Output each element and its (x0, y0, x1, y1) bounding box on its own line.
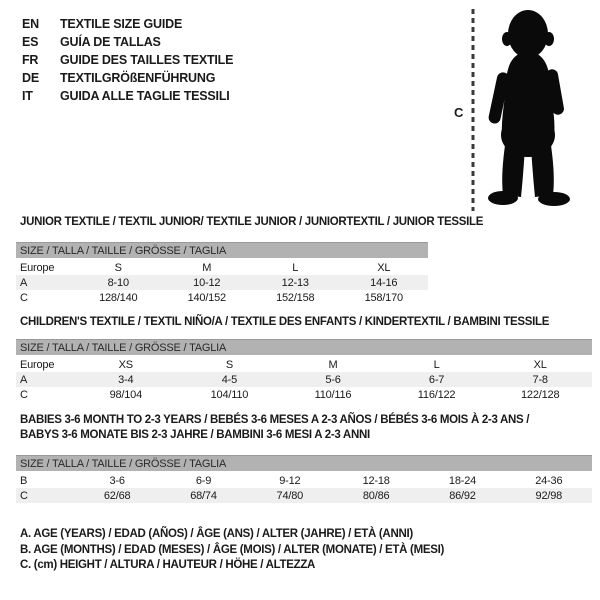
height-measure-label: C (454, 105, 464, 120)
language-row: EN TEXTILE SIZE GUIDE (22, 15, 233, 33)
size-header: SIZE / TALLA / TAILLE / GRÖSSE / TAGLIA (16, 339, 592, 357)
row-label: A (16, 275, 74, 290)
row-label: Europe (20, 261, 55, 274)
babies-title-line2: BABYS 3-6 MONATE BIS 2-3 JAHRE / BAMBINI… (20, 429, 370, 441)
language-code: ES (22, 35, 39, 49)
table-cell: 9-12 (279, 474, 301, 487)
guide-title: GUÍA DE TALLAS (60, 35, 161, 49)
language-row: ES GUÍA DE TALLAS (22, 33, 233, 51)
table-cell: 116/122 (417, 388, 456, 401)
table-row: C 98/104 104/110 110/116 116/122 122/128 (16, 387, 592, 402)
row-label: B (20, 474, 28, 487)
table-cell: 6-7 (384, 372, 489, 387)
table-row: C 128/140 140/152 152/158 158/170 (16, 290, 428, 305)
row-label: A (16, 372, 74, 387)
table-row: Europe S M L XL (16, 259, 428, 275)
table-cell: 14-16 (339, 275, 428, 290)
table-cell: 3-4 (74, 372, 178, 387)
table-row: A 3-4 4-5 5-6 6-7 7-8 (16, 372, 592, 387)
table-cell: 74/80 (246, 488, 333, 503)
size-header: SIZE / TALLA / TAILLE / GRÖSSE / TAGLIA (16, 455, 592, 473)
language-code: EN (22, 17, 39, 31)
table-cell: XL (377, 261, 391, 274)
language-row: FR GUIDE DES TAILLES TEXTILE (22, 51, 233, 69)
table-cell: 104/110 (210, 388, 249, 401)
junior-section-title: JUNIOR TEXTILE / TEXTIL JUNIOR/ TEXTILE … (20, 216, 484, 228)
row-label: C (20, 291, 28, 304)
table-cell: 7-8 (488, 372, 592, 387)
table-cell: 18-24 (448, 474, 477, 487)
row-label: C (20, 388, 28, 401)
language-row: IT GUIDA ALLE TAGLIE TESSILI (22, 87, 233, 105)
guide-title: TEXTILGRÖßENFÜHRUNG (60, 71, 216, 85)
language-code: IT (22, 89, 33, 103)
guide-title: TEXTILE SIZE GUIDE (60, 17, 183, 31)
table-cell: 128/140 (99, 291, 138, 304)
size-header-row: SIZE / TALLA / TAILLE / GRÖSSE / TAGLIA (16, 339, 592, 357)
table-cell: 12-18 (362, 474, 390, 487)
table-cell: 110/116 (314, 388, 352, 401)
table-cell: L (292, 261, 299, 274)
table-cell: 158/170 (364, 291, 404, 304)
table-cell: 98/104 (109, 388, 143, 401)
table-row: B 3-6 6-9 9-12 12-18 18-24 24-36 (16, 472, 592, 488)
row-label: C (16, 488, 74, 503)
babies-size-table: SIZE / TALLA / TAILLE / GRÖSSE / TAGLIA … (16, 455, 592, 503)
guide-title: GUIDA ALLE TAGLIE TESSILI (60, 89, 230, 103)
children-size-table: SIZE / TALLA / TAILLE / GRÖSSE / TAGLIA … (16, 339, 592, 402)
size-header: SIZE / TALLA / TAILLE / GRÖSSE / TAGLIA (16, 242, 428, 260)
table-cell: 92/98 (505, 488, 592, 503)
table-cell: 4-5 (177, 372, 282, 387)
table-cell: 140/152 (187, 291, 227, 304)
table-cell: S (225, 358, 233, 371)
children-section-title: CHILDREN'S TEXTILE / TEXTIL NIÑO/A / TEX… (20, 316, 550, 328)
table-cell: 3-6 (109, 474, 126, 487)
table-cell: 86/92 (419, 488, 506, 503)
row-label: Europe (20, 358, 55, 371)
footnote-b: B. AGE (MONTHS) / EDAD (MESES) / ÂGE (MO… (20, 543, 445, 556)
size-header-row: SIZE / TALLA / TAILLE / GRÖSSE / TAGLIA (16, 455, 592, 473)
table-row: C 62/68 68/74 74/80 80/86 86/92 92/98 (16, 488, 592, 503)
size-header-row: SIZE / TALLA / TAILLE / GRÖSSE / TAGLIA (16, 242, 428, 260)
table-row: A 8-10 10-12 12-13 14-16 (16, 275, 428, 290)
table-cell: XL (533, 358, 547, 371)
babies-section-title: BABIES 3-6 MONTH TO 2-3 YEARS / BEBÉS 3-… (20, 413, 530, 443)
table-row: Europe XS S M L XL (16, 356, 592, 372)
table-cell: M (202, 261, 212, 274)
table-cell: 10-12 (162, 275, 251, 290)
table-cell: L (433, 358, 440, 371)
table-cell: 80/86 (332, 488, 420, 503)
table-cell: 8-10 (74, 275, 163, 290)
footnote-a: A. AGE (YEARS) / EDAD (AÑOS) / ÂGE (ANS)… (20, 528, 413, 540)
footnote-legend: A. AGE (YEARS) / EDAD (AÑOS) / ÂGE (ANS)… (20, 527, 444, 574)
table-cell: S (114, 261, 122, 274)
language-code: FR (22, 53, 39, 67)
language-row: DE TEXTILGRÖßENFÜHRUNG (22, 69, 233, 87)
table-cell: 24-36 (535, 474, 563, 487)
table-cell: 6-9 (195, 474, 212, 487)
guide-title: GUIDE DES TAILLES TEXTILE (60, 53, 234, 67)
language-title-list: EN TEXTILE SIZE GUIDE ES GUÍA DE TALLAS … (22, 15, 233, 105)
table-cell: 152/158 (276, 291, 315, 304)
table-cell: 62/68 (74, 488, 161, 503)
height-measure-line (471, 9, 475, 211)
table-cell: XS (118, 358, 133, 371)
toddler-silhouette-icon (488, 10, 570, 206)
table-cell: M (328, 358, 338, 371)
table-cell: 5-6 (281, 372, 385, 387)
footnote-c: C. (cm) HEIGHT / ALTURA / HAUTEUR / HÖHE… (20, 559, 316, 571)
junior-size-table: SIZE / TALLA / TAILLE / GRÖSSE / TAGLIA … (16, 242, 428, 305)
table-cell: 12-13 (251, 275, 340, 290)
table-cell: 68/74 (160, 488, 247, 503)
language-code: DE (22, 71, 39, 85)
babies-title-line1: BABIES 3-6 MONTH TO 2-3 YEARS / BEBÉS 3-… (20, 414, 530, 426)
table-cell: 122/128 (521, 388, 560, 401)
